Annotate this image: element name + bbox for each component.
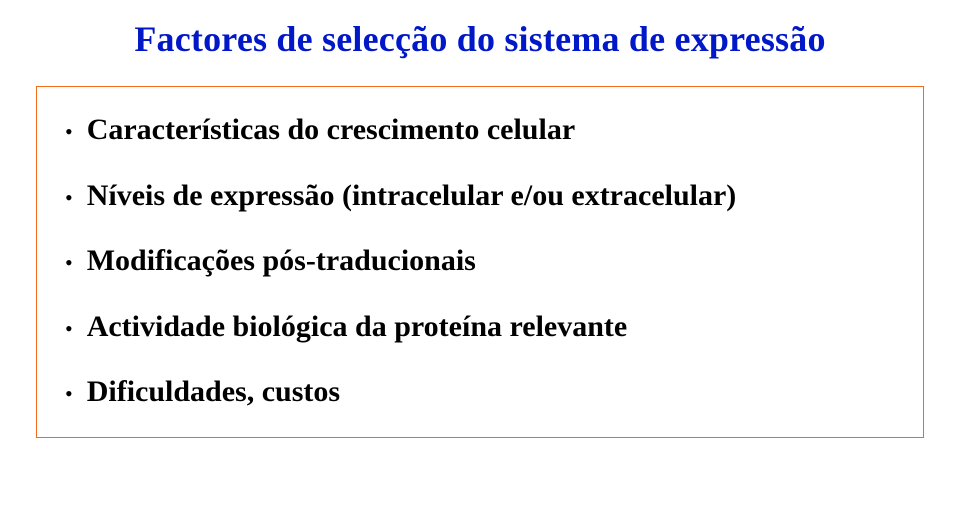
list-item-text: Níveis de expressão (intracelular e/ou e… [87, 177, 737, 215]
list-item-text: Actividade biológica da proteína relevan… [87, 308, 628, 346]
list-item-text: Modificações pós-traducionais [87, 242, 476, 280]
bullet-list: • Características do crescimento celular… [65, 111, 895, 411]
slide-title: Factores de selecção do sistema de expre… [36, 18, 924, 60]
list-item-text: Dificuldades, custos [87, 373, 340, 411]
content-box: • Características do crescimento celular… [36, 86, 924, 438]
list-item: • Dificuldades, custos [65, 373, 895, 411]
slide-page: Factores de selecção do sistema de expre… [0, 0, 960, 522]
list-item-text: Características do crescimento celular [87, 111, 575, 149]
list-item: • Características do crescimento celular [65, 111, 895, 149]
bullet-icon: • [65, 121, 73, 143]
list-item: • Modificações pós-traducionais [65, 242, 895, 280]
bullet-icon: • [65, 187, 73, 209]
list-item: • Actividade biológica da proteína relev… [65, 308, 895, 346]
bullet-icon: • [65, 318, 73, 340]
bullet-icon: • [65, 383, 73, 405]
bullet-icon: • [65, 252, 73, 274]
list-item: • Níveis de expressão (intracelular e/ou… [65, 177, 895, 215]
